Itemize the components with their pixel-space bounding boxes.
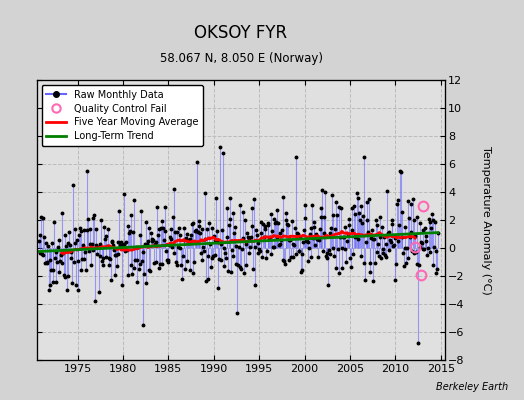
Legend: Raw Monthly Data, Quality Control Fail, Five Year Moving Average, Long-Term Tren: Raw Monthly Data, Quality Control Fail, … [41, 85, 203, 146]
Text: Berkeley Earth: Berkeley Earth [436, 382, 508, 392]
Y-axis label: Temperature Anomaly (°C): Temperature Anomaly (°C) [482, 146, 492, 294]
Text: 58.067 N, 8.050 E (Norway): 58.067 N, 8.050 E (Norway) [159, 52, 323, 65]
Text: OKSOY FYR: OKSOY FYR [194, 24, 288, 42]
